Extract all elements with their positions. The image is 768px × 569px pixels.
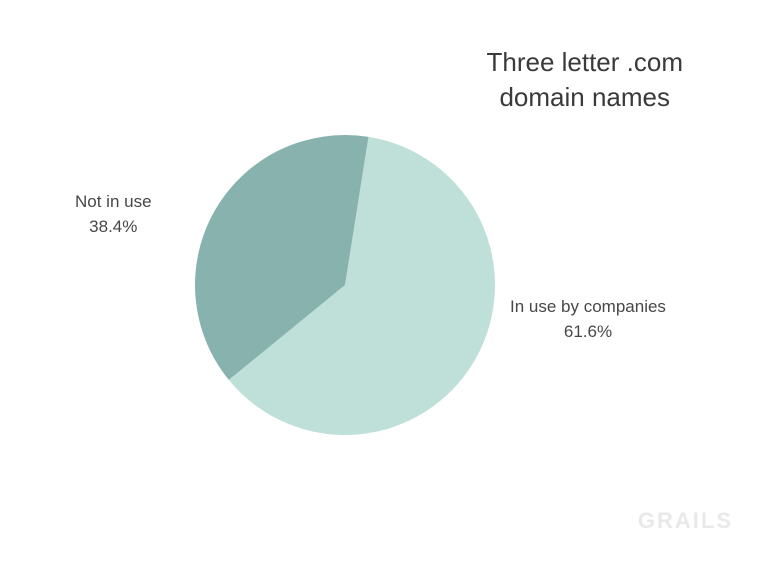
chart-title: Three letter .com domain names (486, 45, 683, 115)
slice-label-text: Not in use (75, 190, 152, 215)
slice-label-not-in-use: Not in use 38.4% (75, 190, 152, 239)
slice-value-text: 61.6% (510, 320, 666, 345)
slice-label-text: In use by companies (510, 295, 666, 320)
chart-title-line2: domain names (486, 80, 683, 115)
slice-label-in-use: In use by companies 61.6% (510, 295, 666, 344)
pie-chart (195, 135, 495, 435)
watermark: GRAILS (638, 508, 733, 534)
slice-value-text: 38.4% (75, 215, 152, 240)
chart-title-line1: Three letter .com (486, 45, 683, 80)
